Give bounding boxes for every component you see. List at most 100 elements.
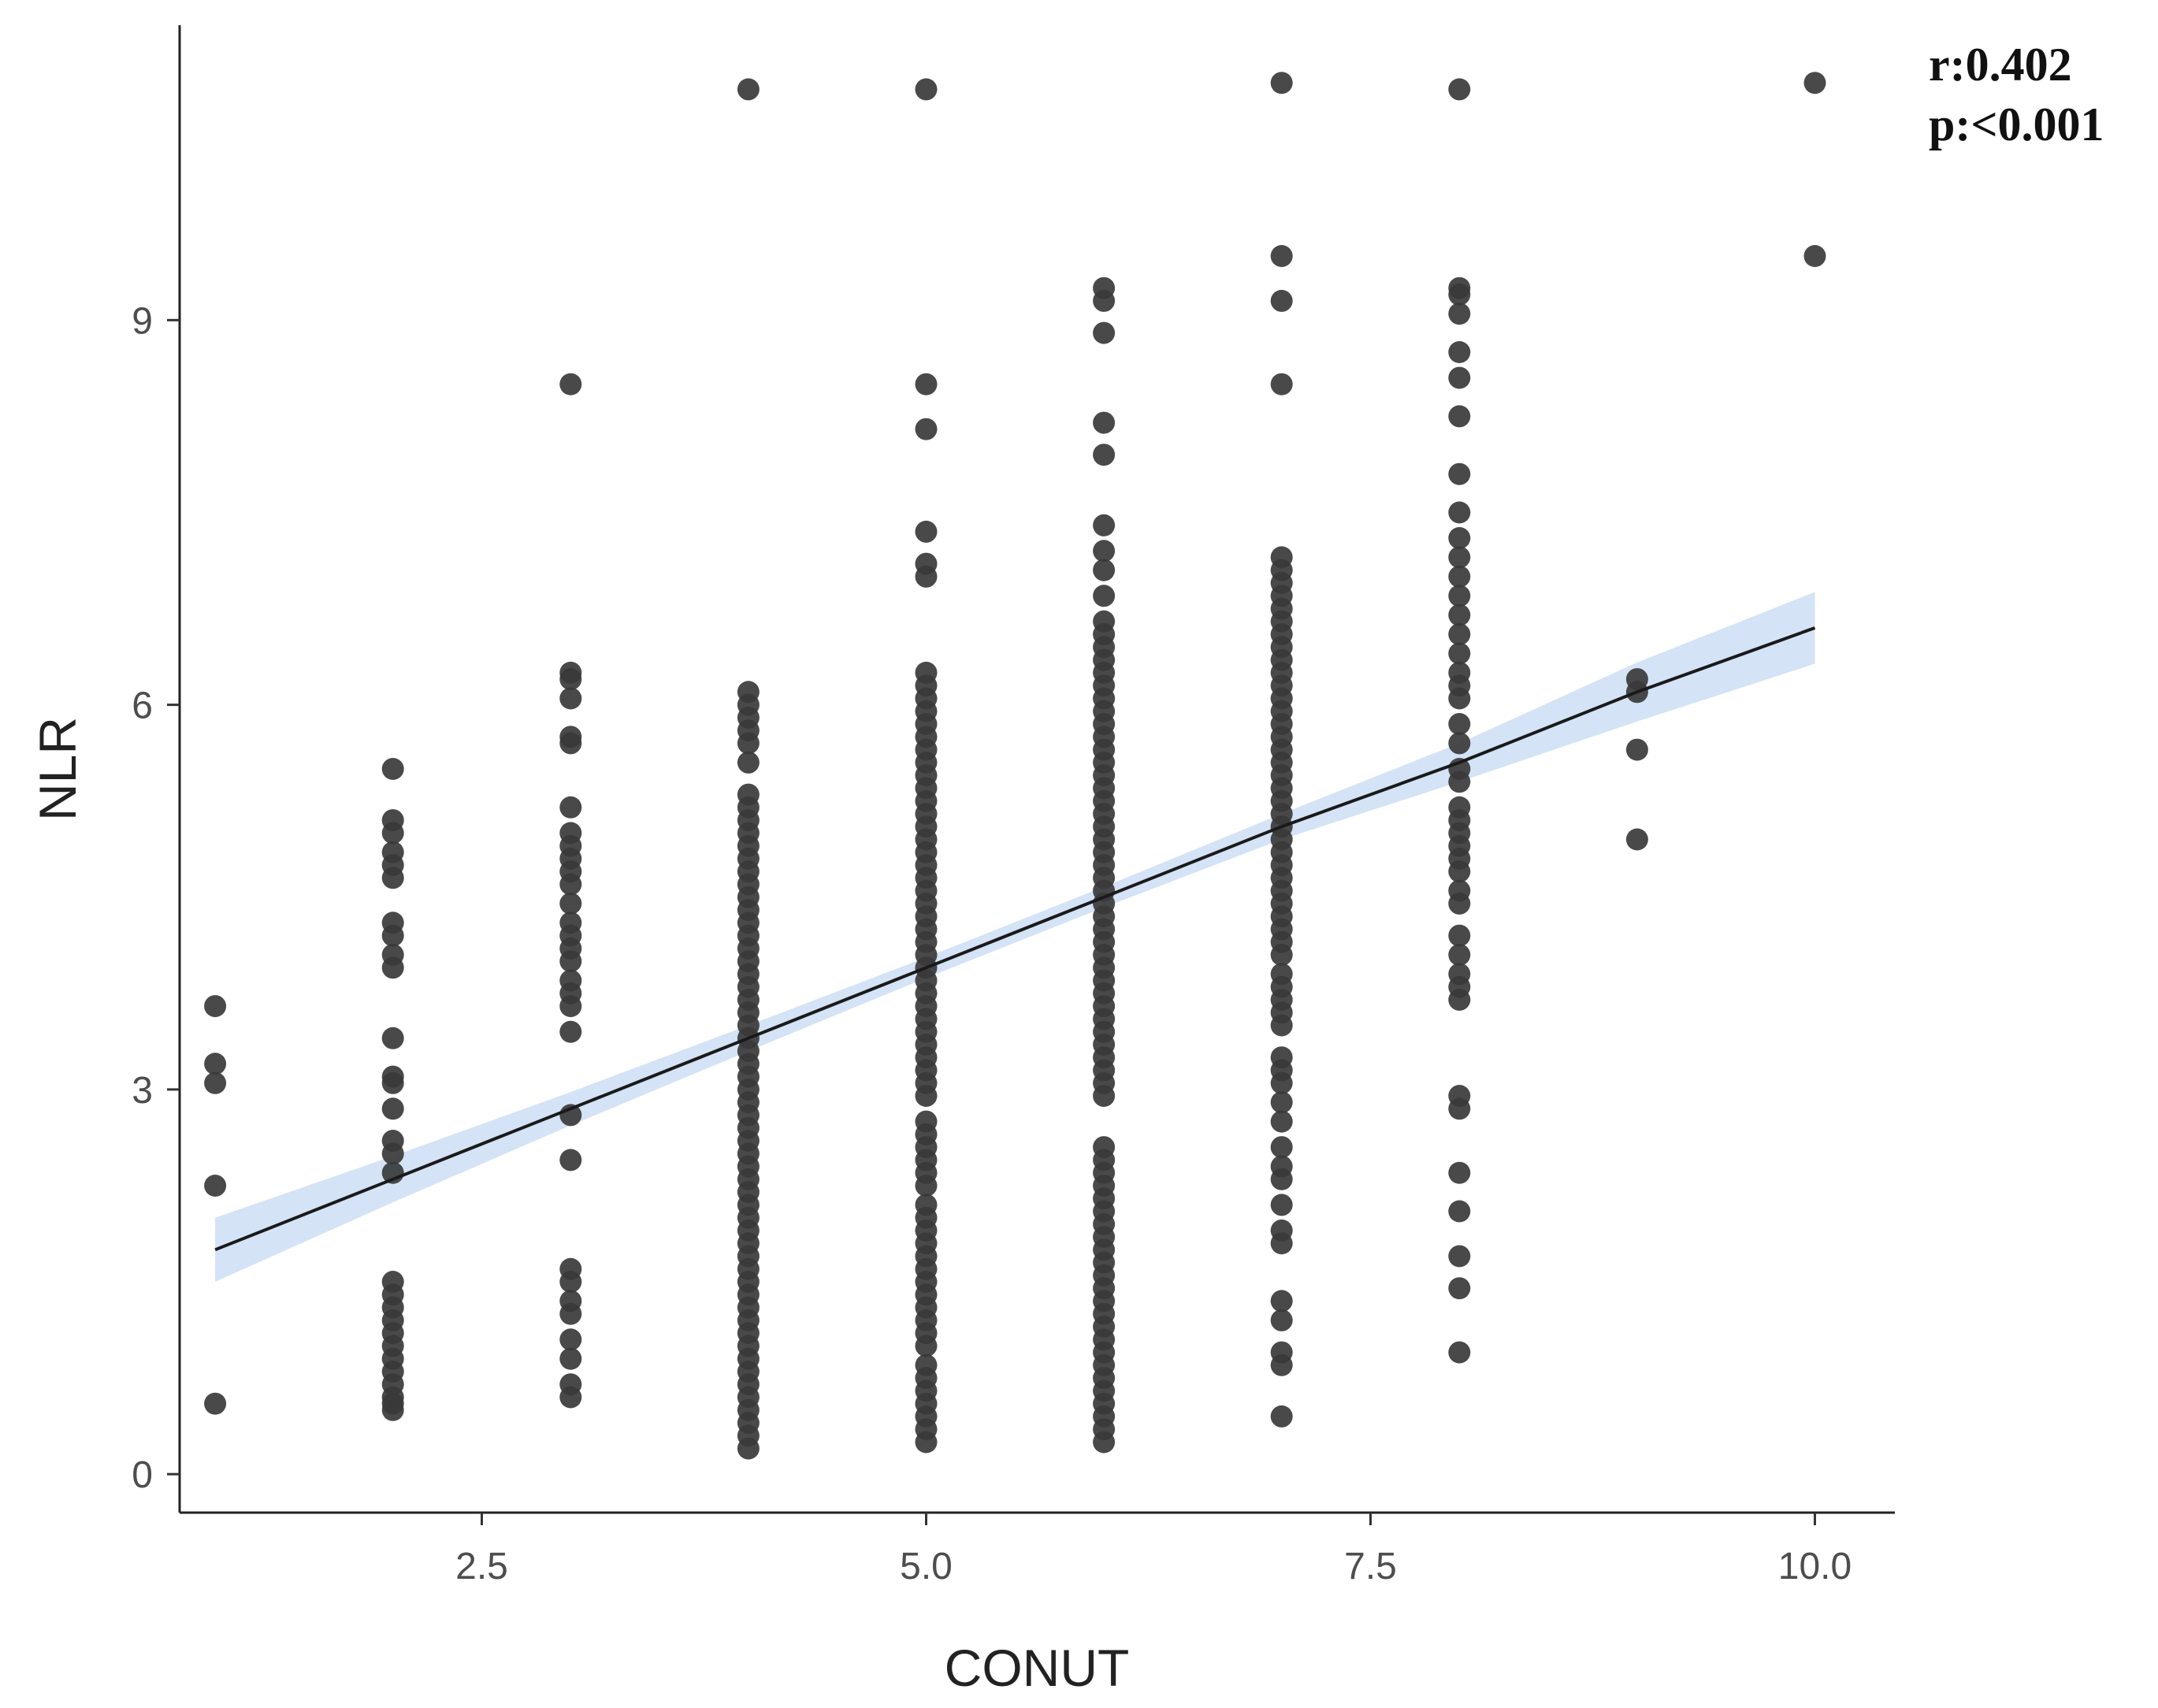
data-point bbox=[737, 681, 760, 704]
data-point bbox=[1093, 585, 1116, 607]
data-point bbox=[1448, 623, 1471, 646]
data-point bbox=[1093, 411, 1116, 434]
data-point bbox=[559, 822, 582, 845]
data-point bbox=[1093, 444, 1116, 466]
data-point bbox=[1270, 289, 1293, 312]
data-point bbox=[915, 373, 938, 395]
data-point bbox=[559, 1020, 582, 1043]
data-point bbox=[737, 751, 760, 774]
data-point bbox=[1093, 1136, 1116, 1159]
data-point bbox=[1270, 245, 1293, 267]
data-point bbox=[1625, 668, 1648, 691]
data-point bbox=[1448, 462, 1471, 485]
data-point bbox=[381, 758, 404, 780]
data-point bbox=[381, 1271, 404, 1293]
data-point bbox=[1270, 1341, 1293, 1364]
data-point bbox=[1093, 540, 1116, 563]
data-point bbox=[204, 1053, 227, 1075]
data-point bbox=[1448, 944, 1471, 966]
data-point bbox=[1448, 565, 1471, 588]
data-point bbox=[559, 1347, 582, 1370]
data-point bbox=[1448, 303, 1471, 325]
data-point bbox=[559, 1328, 582, 1351]
data-point bbox=[381, 809, 404, 832]
regression-line-layer bbox=[214, 626, 1816, 1252]
data-point bbox=[1448, 546, 1471, 569]
data-point bbox=[737, 78, 760, 101]
data-point bbox=[559, 892, 582, 915]
x-tick-label: 5.0 bbox=[900, 1546, 953, 1587]
x-tick-label: 7.5 bbox=[1344, 1546, 1397, 1587]
data-point bbox=[1448, 713, 1471, 735]
data-point bbox=[1448, 366, 1471, 389]
data-point bbox=[1270, 1194, 1293, 1216]
y-tick-label: 6 bbox=[132, 685, 153, 727]
data-point bbox=[559, 373, 582, 395]
y-ticks: 0 3 6 9 bbox=[132, 300, 180, 1496]
y-axis-title: NLR bbox=[28, 717, 87, 821]
data-point bbox=[1448, 1341, 1471, 1364]
data-point bbox=[1625, 738, 1648, 761]
data-point bbox=[381, 1097, 404, 1120]
data-point bbox=[1093, 514, 1116, 537]
data-point bbox=[1270, 963, 1293, 986]
data-point bbox=[559, 969, 582, 992]
data-point bbox=[1448, 585, 1471, 607]
data-point bbox=[1448, 963, 1471, 986]
data-point bbox=[1625, 828, 1648, 851]
data-point bbox=[737, 783, 760, 806]
data-point bbox=[1448, 1161, 1471, 1184]
data-point bbox=[915, 661, 938, 684]
data-point bbox=[381, 841, 404, 863]
data-point bbox=[381, 1065, 404, 1088]
data-point bbox=[915, 78, 938, 101]
data-point bbox=[1448, 879, 1471, 902]
data-point bbox=[1448, 527, 1471, 549]
regression-line bbox=[214, 626, 1816, 1252]
data-point bbox=[1270, 1091, 1293, 1114]
data-point bbox=[915, 1110, 938, 1133]
data-point bbox=[559, 1290, 582, 1313]
data-point bbox=[1448, 405, 1471, 428]
data-point bbox=[1448, 341, 1471, 363]
data-point bbox=[204, 1392, 227, 1415]
y-tick-label: 3 bbox=[132, 1070, 153, 1112]
data-point bbox=[1093, 277, 1116, 299]
data-point bbox=[559, 1257, 582, 1280]
data-point bbox=[915, 1353, 938, 1376]
data-point bbox=[915, 520, 938, 543]
data-point bbox=[1448, 732, 1471, 755]
data-point bbox=[204, 1175, 227, 1197]
data-point bbox=[559, 661, 582, 684]
data-point bbox=[915, 552, 938, 575]
data-point bbox=[1448, 642, 1471, 665]
data-point bbox=[1270, 1290, 1293, 1313]
data-point bbox=[559, 687, 582, 710]
data-point bbox=[559, 1373, 582, 1396]
data-point bbox=[1093, 559, 1116, 581]
data-point bbox=[204, 995, 227, 1018]
data-point bbox=[1270, 72, 1293, 95]
data-point bbox=[1270, 1405, 1293, 1428]
data-point bbox=[204, 1071, 227, 1094]
data-point bbox=[1270, 546, 1293, 569]
points-layer bbox=[204, 72, 1826, 1460]
data-point bbox=[1270, 1155, 1293, 1178]
data-point bbox=[1803, 245, 1826, 267]
data-point bbox=[1803, 72, 1826, 95]
y-tick-label: 9 bbox=[132, 300, 153, 342]
data-point bbox=[381, 1027, 404, 1049]
p-value-annotation: p:<0.001 bbox=[1929, 98, 2104, 150]
confidence-band-layer bbox=[215, 592, 1815, 1282]
x-axis-title: CONUT bbox=[945, 1639, 1130, 1697]
data-point bbox=[1270, 1219, 1293, 1242]
data-point bbox=[1270, 1110, 1293, 1133]
data-point bbox=[559, 726, 582, 748]
data-point bbox=[559, 912, 582, 934]
data-point bbox=[1448, 78, 1471, 101]
data-point bbox=[1448, 661, 1471, 684]
data-point bbox=[381, 912, 404, 934]
data-point bbox=[1448, 924, 1471, 947]
data-point bbox=[1270, 1046, 1293, 1069]
